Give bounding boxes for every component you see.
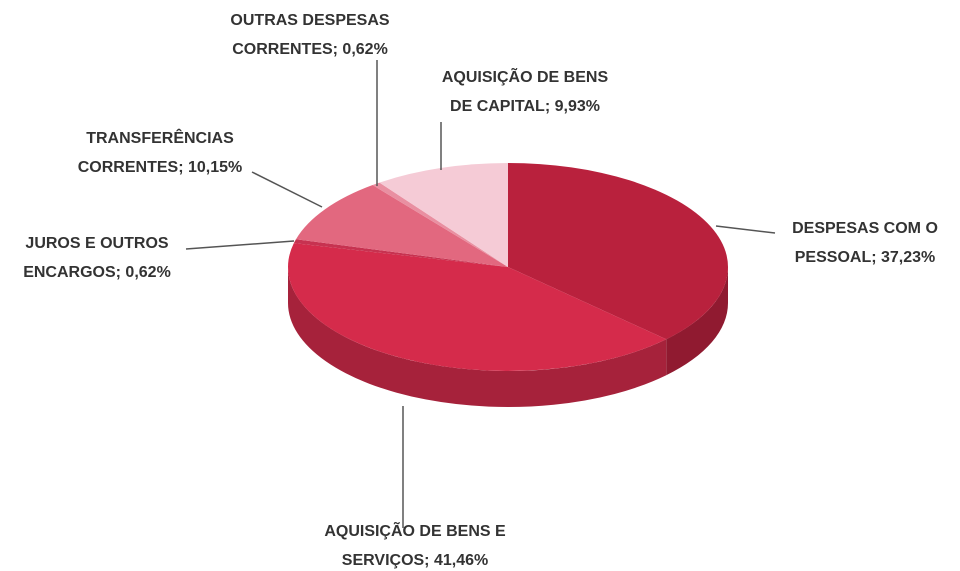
data-label: OUTRAS DESPESAS CORRENTES; 0,62% bbox=[230, 12, 390, 58]
pie-slice bbox=[379, 163, 508, 267]
data-label: AQUISIÇÃO DE BENS DE CAPITAL; 9,93% bbox=[441, 69, 609, 115]
pie-slice bbox=[293, 239, 508, 267]
data-label: DESPESAS COM O PESSOAL; 37,23% bbox=[792, 220, 938, 266]
leader-line bbox=[251, 171, 323, 208]
pie-slice bbox=[288, 243, 667, 371]
pie-side bbox=[666, 267, 728, 376]
pie-slice bbox=[295, 185, 508, 267]
pie-slice bbox=[372, 182, 508, 267]
leader-line bbox=[185, 240, 295, 250]
pie-side bbox=[288, 267, 667, 407]
leader-line bbox=[715, 225, 776, 234]
data-label: TRANSFERÊNCIAS CORRENTES; 10,15% bbox=[77, 130, 243, 176]
data-label: AQUISIÇÃO DE BENS E SERVIÇOS; 41,46% bbox=[324, 523, 506, 569]
pie-slice bbox=[508, 163, 728, 340]
data-label: JUROS E OUTROS ENCARGOS; 0,62% bbox=[23, 235, 171, 281]
